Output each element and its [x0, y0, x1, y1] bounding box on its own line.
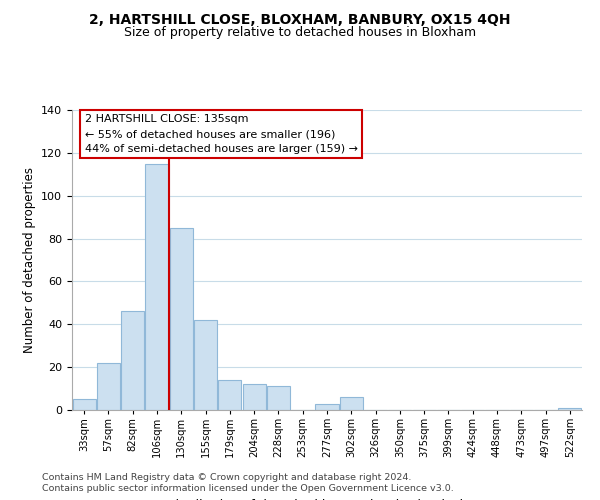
Bar [340, 397, 363, 410]
Text: Contains public sector information licensed under the Open Government Licence v3: Contains public sector information licen… [42, 484, 454, 493]
Text: 2 HARTSHILL CLOSE: 135sqm
← 55% of detached houses are smaller (196)
44% of semi: 2 HARTSHILL CLOSE: 135sqm ← 55% of detac… [85, 114, 358, 154]
Bar [267, 386, 290, 410]
Text: Size of property relative to detached houses in Bloxham: Size of property relative to detached ho… [124, 26, 476, 39]
Bar [73, 400, 95, 410]
Bar [242, 384, 266, 410]
Bar [170, 228, 193, 410]
Bar [559, 408, 581, 410]
Text: Contains HM Land Registry data © Crown copyright and database right 2024.: Contains HM Land Registry data © Crown c… [42, 473, 412, 482]
Bar [121, 312, 144, 410]
Bar [194, 320, 217, 410]
Text: 2, HARTSHILL CLOSE, BLOXHAM, BANBURY, OX15 4QH: 2, HARTSHILL CLOSE, BLOXHAM, BANBURY, OX… [89, 12, 511, 26]
X-axis label: Distribution of detached houses by size in Bloxham: Distribution of detached houses by size … [166, 499, 488, 500]
Y-axis label: Number of detached properties: Number of detached properties [23, 167, 35, 353]
Bar [97, 363, 120, 410]
Bar [316, 404, 338, 410]
Bar [145, 164, 169, 410]
Bar [218, 380, 241, 410]
